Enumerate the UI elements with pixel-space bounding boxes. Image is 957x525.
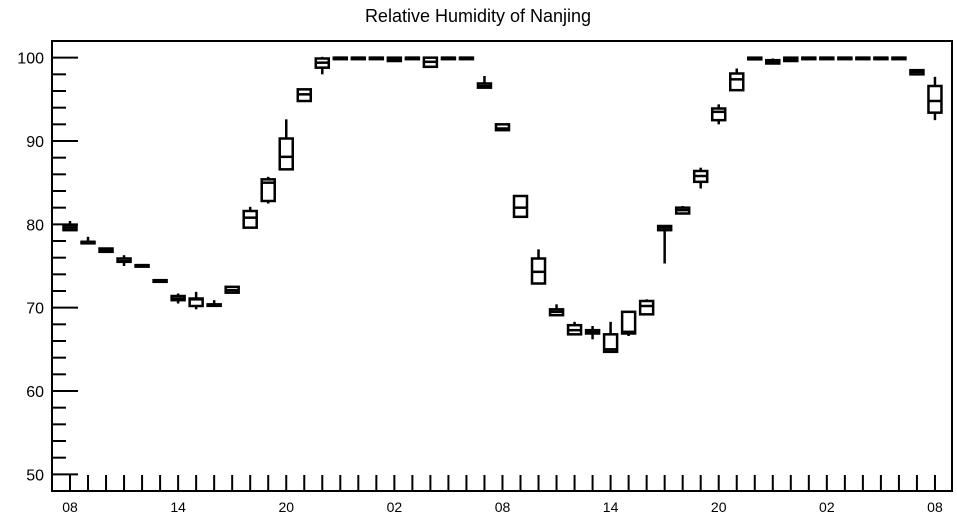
box-iqr bbox=[927, 84, 943, 114]
box-iqr bbox=[260, 178, 276, 203]
box-25 bbox=[512, 194, 529, 219]
box-20 bbox=[422, 56, 439, 69]
box-37 bbox=[728, 68, 745, 92]
box-iqr bbox=[638, 299, 655, 316]
box-29 bbox=[584, 326, 601, 340]
box-26 bbox=[530, 249, 547, 285]
x-tick-label: 08 bbox=[927, 499, 943, 515]
box-36 bbox=[710, 104, 727, 125]
box-13 bbox=[296, 88, 313, 103]
x-tick-label: 14 bbox=[603, 499, 619, 515]
box-23 bbox=[476, 76, 493, 89]
box-10 bbox=[242, 206, 258, 229]
box-34 bbox=[674, 206, 691, 215]
box-28 bbox=[566, 321, 583, 336]
y-tick-label: 80 bbox=[26, 217, 44, 234]
box-0 bbox=[62, 221, 78, 232]
axes bbox=[51, 40, 953, 492]
box-7 bbox=[188, 291, 204, 310]
box-44 bbox=[855, 56, 871, 61]
y-tick-label: 50 bbox=[26, 467, 44, 484]
y-tick-label: 90 bbox=[26, 134, 44, 151]
box-iqr bbox=[710, 107, 727, 122]
x-axis-ticks: 08 14 20 02 08 14 20 02 08 bbox=[62, 475, 943, 515]
box-22 bbox=[458, 56, 475, 61]
box-24 bbox=[494, 123, 511, 132]
box-iqr bbox=[512, 194, 529, 219]
box-30 bbox=[602, 321, 619, 354]
box-21 bbox=[440, 56, 457, 61]
box-12 bbox=[278, 119, 294, 171]
box-1 bbox=[80, 236, 96, 245]
y-axis-ticks: 50 60 70 80 90 100 bbox=[17, 51, 78, 484]
box-8 bbox=[206, 300, 222, 308]
box-16 bbox=[350, 56, 367, 61]
y-tick-label: 60 bbox=[26, 384, 44, 401]
box-35 bbox=[692, 167, 709, 189]
y-tick-label: 70 bbox=[26, 301, 44, 318]
box-15 bbox=[332, 56, 349, 61]
box-14 bbox=[314, 56, 331, 75]
box-39 bbox=[765, 58, 781, 65]
x-tick-label: 14 bbox=[170, 499, 186, 515]
box-41 bbox=[801, 56, 817, 61]
box-19 bbox=[404, 56, 421, 61]
box-4 bbox=[134, 263, 150, 268]
box-iqr bbox=[728, 72, 745, 92]
x-tick-label: 08 bbox=[495, 499, 511, 515]
box-38 bbox=[747, 56, 763, 61]
box-42 bbox=[819, 56, 835, 61]
box-43 bbox=[837, 56, 853, 61]
box-iqr bbox=[602, 333, 619, 354]
box-2 bbox=[98, 247, 114, 254]
boxes bbox=[62, 56, 943, 354]
box-iqr bbox=[242, 209, 258, 229]
y-tick-label: 100 bbox=[17, 51, 44, 68]
box-5 bbox=[152, 278, 168, 284]
x-tick-label: 02 bbox=[387, 499, 403, 515]
box-40 bbox=[783, 56, 799, 63]
x-tick-label: 08 bbox=[62, 499, 78, 515]
x-tick-label: 20 bbox=[711, 499, 727, 515]
box-45 bbox=[873, 56, 889, 61]
box-iqr bbox=[278, 137, 294, 171]
box-32 bbox=[638, 299, 655, 316]
plot-frame bbox=[51, 40, 953, 492]
box-27 bbox=[548, 304, 565, 317]
box-11 bbox=[260, 176, 276, 204]
x-tick-label: 20 bbox=[278, 499, 294, 515]
chart-title: Relative Humidity of Nanjing bbox=[365, 6, 591, 26]
box-46 bbox=[891, 56, 907, 61]
box-47 bbox=[909, 68, 925, 76]
box-18 bbox=[386, 56, 403, 63]
box-9 bbox=[224, 285, 240, 294]
box-3 bbox=[116, 255, 132, 266]
box-17 bbox=[368, 56, 385, 61]
box-31 bbox=[620, 310, 637, 336]
box-33 bbox=[656, 224, 673, 264]
box-iqr bbox=[620, 310, 637, 335]
box-6 bbox=[170, 293, 186, 304]
x-tick-label: 02 bbox=[819, 499, 835, 515]
box-48 bbox=[927, 76, 943, 121]
